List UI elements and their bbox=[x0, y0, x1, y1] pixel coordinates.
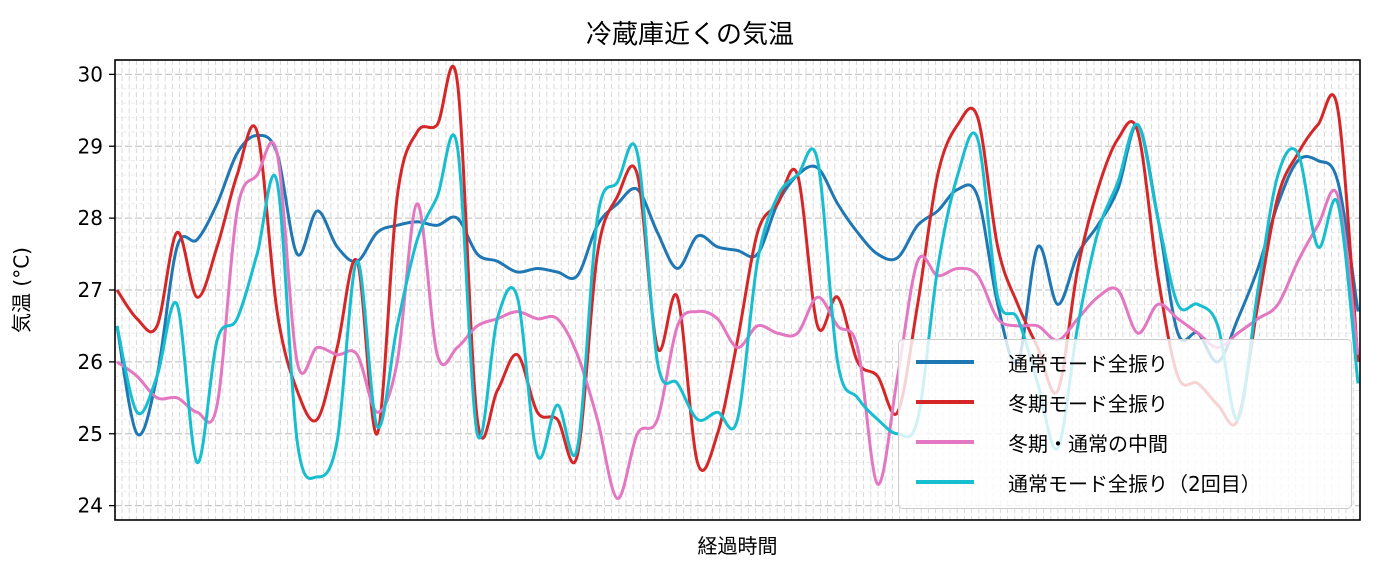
grid-lines bbox=[115, 60, 1360, 520]
legend-label: 通常モード全振り（2回目） bbox=[1008, 471, 1261, 496]
legend: 通常モード全振り 冬期モード全振り 冬期・通常の中間 通常モード全振り（2回目） bbox=[898, 339, 1352, 509]
legend-swatch-pink bbox=[916, 440, 974, 444]
chart-title: 冷蔵庫近くの気温 bbox=[585, 20, 794, 50]
legend-label: 冬期モード全振り bbox=[1008, 391, 1168, 416]
legend-label: 通常モード全振り bbox=[1008, 351, 1168, 376]
y-tick-label: 25 bbox=[78, 422, 103, 446]
y-tick-label: 28 bbox=[78, 206, 103, 230]
legend-label: 冬期・通常の中間 bbox=[1008, 431, 1168, 456]
y-tick-label: 29 bbox=[78, 134, 103, 158]
y-tick-label: 24 bbox=[78, 494, 103, 518]
legend-item-normal: 通常モード全振り bbox=[899, 342, 1168, 382]
legend-item-winter: 冬期モード全振り bbox=[899, 382, 1168, 422]
y-axis-ticks: 24 25 26 27 28 29 30 bbox=[78, 62, 115, 518]
series-line-1 bbox=[115, 64, 1360, 472]
legend-item-normal-2: 通常モード全振り（2回目） bbox=[899, 462, 1261, 502]
legend-swatch-red bbox=[916, 400, 974, 404]
legend-swatch-cyan bbox=[916, 480, 974, 484]
x-axis-label: 経過時間 bbox=[697, 534, 778, 558]
y-tick-label: 26 bbox=[78, 350, 103, 374]
series-lines bbox=[115, 64, 1360, 500]
legend-swatch-blue bbox=[916, 360, 974, 364]
series-line-3 bbox=[115, 122, 1360, 480]
y-tick-label: 27 bbox=[78, 278, 103, 302]
y-axis-label-text: 気温 (°C) bbox=[9, 247, 34, 333]
legend-item-middle: 冬期・通常の中間 bbox=[899, 422, 1168, 462]
y-tick-label: 30 bbox=[78, 62, 103, 86]
series-line-2 bbox=[116, 141, 1360, 500]
